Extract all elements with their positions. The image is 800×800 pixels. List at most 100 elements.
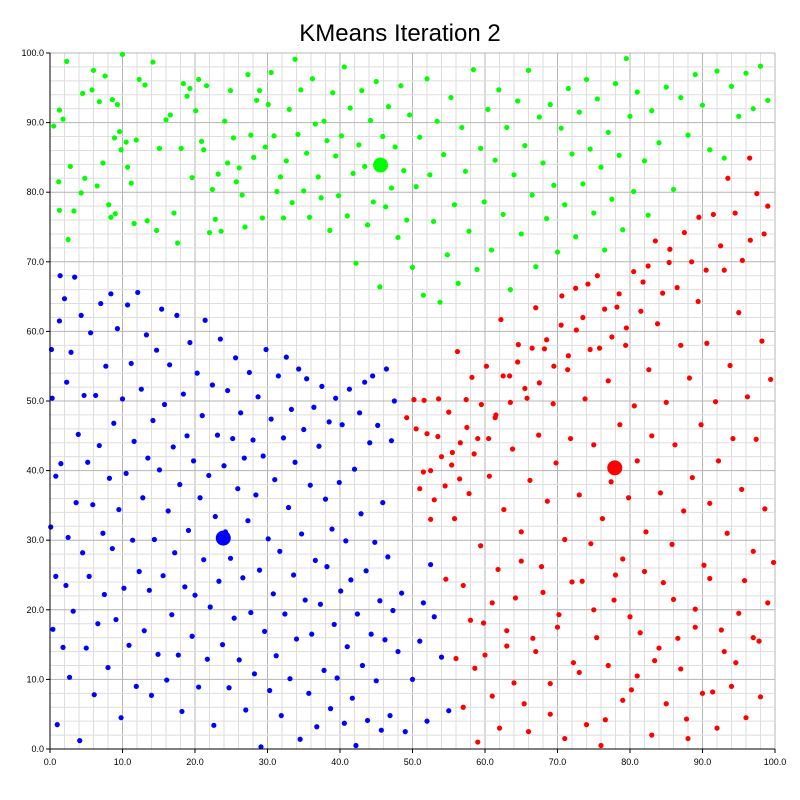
data-point [623,55,629,62]
data-point [172,550,178,556]
data-point [324,564,330,570]
data-point [349,695,355,701]
data-point [380,133,386,140]
data-point [131,220,137,227]
data-point [49,395,55,401]
data-point [169,612,175,618]
data-point [226,685,232,691]
data-point [96,99,102,105]
data-point [496,725,503,731]
data-point [265,536,271,542]
data-point [217,336,223,342]
data-point [599,516,606,522]
data-point [678,342,684,348]
data-point [286,106,292,112]
data-point [298,87,304,93]
data-point [385,554,391,560]
data-point [262,144,268,150]
data-point [206,472,212,479]
data-point [197,495,203,501]
data-point [329,526,335,532]
data-point [260,453,266,459]
data-point [268,416,274,422]
data-point [569,151,575,157]
data-point [235,486,241,492]
data-point [474,266,480,273]
data-point [322,496,329,502]
data-point [733,660,739,666]
data-point [231,615,237,621]
data-point [611,597,617,603]
data-point [533,264,539,270]
data-point [315,174,321,180]
data-point [240,575,246,581]
data-point [353,260,359,266]
data-point [136,76,142,83]
data-point [358,511,364,517]
data-point [739,257,745,264]
data-point [302,597,308,603]
data-point [591,607,597,613]
data-point [88,330,94,336]
data-point [602,247,608,253]
data-point [540,160,546,166]
y-tick-label: 90.0 [26,118,44,128]
data-point [280,435,287,441]
data-point [417,134,423,140]
data-point [565,367,571,373]
data-point [598,742,604,749]
data-point [567,435,574,442]
data-point [660,290,666,296]
data-point [194,370,200,376]
data-point [485,106,491,112]
data-point [602,717,608,723]
data-point [251,671,258,677]
data-point [295,131,301,138]
data-point [336,479,342,486]
data-point [113,616,119,623]
data-point [395,234,401,241]
data-point [254,97,260,103]
data-point [558,125,564,131]
data-point [413,184,419,190]
data-point [609,196,615,202]
data-point [721,155,727,161]
data-point [311,404,317,410]
data-point [707,147,713,153]
data-point [317,601,324,607]
x-tick-label: 30.0 [259,757,277,767]
data-point [230,135,237,141]
data-point [643,529,649,535]
data-point [390,607,396,614]
data-point [148,692,155,699]
data-point [431,497,437,503]
data-point [118,715,124,721]
data-point [547,711,553,717]
data-point [196,684,202,690]
data-point [486,473,492,479]
data-point [559,293,565,299]
data-point [58,461,64,467]
data-point [594,273,600,279]
data-point [64,58,70,64]
data-point [638,308,644,314]
data-point [656,140,662,146]
data-point [696,214,702,220]
data-point [678,666,684,672]
data-point [298,531,305,537]
data-point [53,473,59,479]
data-point [424,76,430,82]
data-point [248,132,254,138]
data-point [533,305,539,311]
data-point [475,739,481,745]
data-point [441,152,447,158]
data-point [346,386,353,392]
data-point [101,591,107,598]
data-point [591,442,597,448]
data-point [333,395,339,401]
data-point [126,642,132,648]
data-point [250,437,256,443]
data-point [529,345,535,351]
data-point [594,96,600,102]
data-point [483,363,490,369]
